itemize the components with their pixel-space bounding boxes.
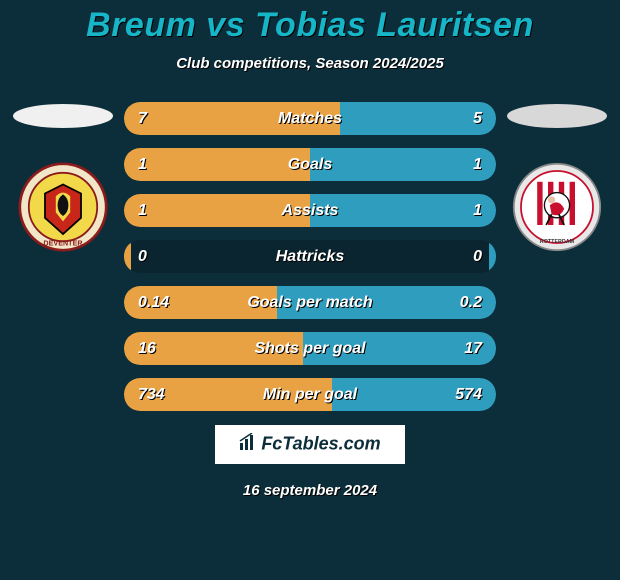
stat-label: Shots per goal	[124, 340, 496, 358]
right-player-column: ROTTERDAM	[502, 92, 612, 252]
left-club-crest: DEVENTER	[18, 162, 108, 252]
stat-label: Matches	[124, 110, 496, 128]
brand-text: FcTables.com	[261, 433, 380, 453]
stats-bars: 7Matches51Goals11Assists10Hattricks00.14…	[118, 92, 502, 411]
stat-value-right: 1	[473, 202, 482, 220]
stat-value-right: 17	[464, 340, 482, 358]
stat-row: 0.14Goals per match0.2	[124, 286, 496, 319]
stat-label: Min per goal	[124, 386, 496, 404]
stat-value-right: 5	[473, 110, 482, 128]
svg-text:DEVENTER: DEVENTER	[43, 239, 83, 248]
footer: FcTables.com	[0, 423, 620, 466]
stat-value-right: 0.2	[460, 294, 482, 312]
right-player-avatar	[507, 104, 607, 128]
svg-text:ROTTERDAM: ROTTERDAM	[540, 239, 575, 245]
right-club-crest: ROTTERDAM	[512, 162, 602, 252]
stat-label: Goals	[124, 156, 496, 174]
stat-row: 16Shots per goal17	[124, 332, 496, 365]
stat-label: Assists	[124, 202, 496, 220]
stat-label: Goals per match	[124, 294, 496, 312]
go-ahead-eagles-icon: DEVENTER	[18, 162, 108, 252]
stat-value-right: 574	[455, 386, 482, 404]
stat-row: 1Assists1	[124, 194, 496, 227]
stat-row: 0Hattricks0	[124, 240, 496, 273]
chart-icon	[239, 433, 257, 456]
stat-label: Hattricks	[124, 248, 496, 266]
subtitle: Club competitions, Season 2024/2025	[0, 55, 620, 72]
brand-badge: FcTables.com	[213, 423, 406, 466]
left-player-avatar	[13, 104, 113, 128]
stat-row: 1Goals1	[124, 148, 496, 181]
sparta-rotterdam-icon: ROTTERDAM	[512, 162, 602, 252]
page-title: Breum vs Tobias Lauritsen	[0, 0, 620, 45]
stat-value-right: 1	[473, 156, 482, 174]
stat-row: 734Min per goal574	[124, 378, 496, 411]
comparison-content: DEVENTER 7Matches51Goals11Assists10Hattr…	[0, 72, 620, 411]
stat-row: 7Matches5	[124, 102, 496, 135]
date-text: 16 september 2024	[0, 482, 620, 499]
stat-value-right: 0	[473, 248, 482, 266]
left-player-column: DEVENTER	[8, 92, 118, 252]
